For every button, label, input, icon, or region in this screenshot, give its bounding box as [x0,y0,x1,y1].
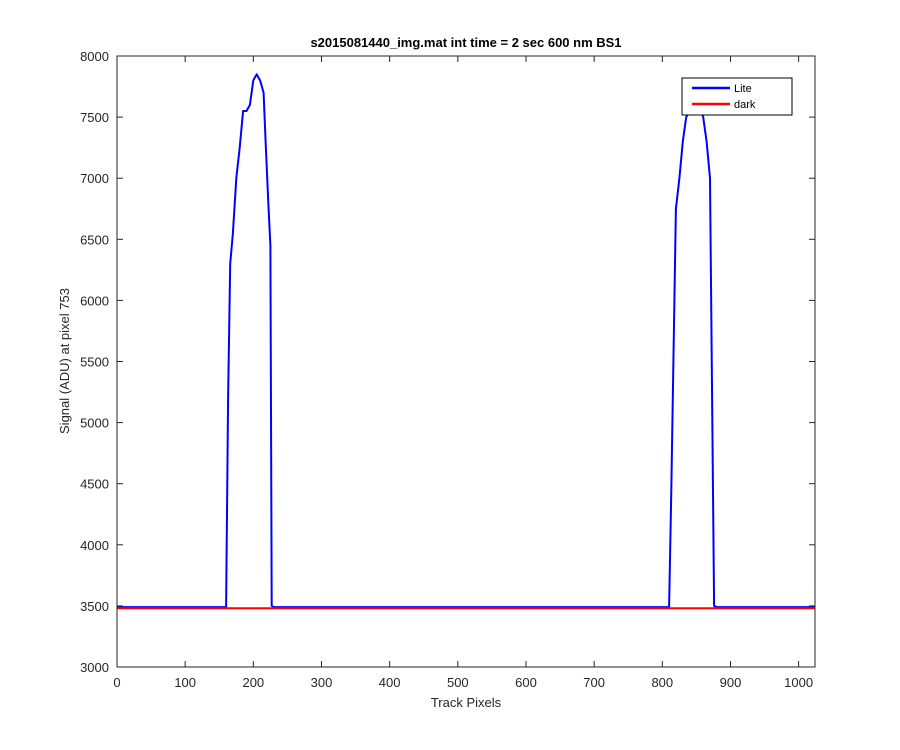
legend-box [681,77,793,116]
x-tick-label: 500 [447,675,469,690]
x-axis-label: Track Pixels [431,695,502,710]
y-tick-label: 4000 [80,538,109,553]
y-tick-label: 7000 [80,171,109,186]
x-tick-label: 200 [242,675,264,690]
legend-label-dark: dark [734,99,756,111]
x-tick-label: 800 [651,675,673,690]
y-tick-label: 6000 [80,293,109,308]
y-tick-label: 6500 [80,232,109,247]
x-tick-label: 400 [379,675,401,690]
y-tick-label: 8000 [80,49,109,64]
x-tick-label: 100 [174,675,196,690]
y-tick-label: 3500 [80,599,109,614]
legend-label-lite: Lite [734,83,752,95]
y-tick-label: 5000 [80,416,109,431]
legend: Lite dark [681,77,793,116]
x-tick-label: 700 [583,675,605,690]
plot-area: 0 100 200 300 400 500 600 700 800 900 1000 3000 3500… [80,49,816,690]
y-tick-label: 5500 [80,355,109,370]
x-tick-label: 600 [515,675,537,690]
y-tick-label: 3000 [80,660,109,675]
chart-title: s2015081440_img.mat int time = 2 sec 600… [310,35,621,50]
x-tick-label: 0 [113,675,120,690]
y-tick-label: 4500 [80,477,109,492]
y-axis-label: Signal (ADU) at pixel 753 [57,288,72,434]
x-tick-label: 1000 [784,675,813,690]
x-tick-label: 900 [720,675,742,690]
series-line-lite [117,73,815,609]
x-tick-label: 300 [311,675,333,690]
y-tick-label: 7500 [80,110,109,125]
